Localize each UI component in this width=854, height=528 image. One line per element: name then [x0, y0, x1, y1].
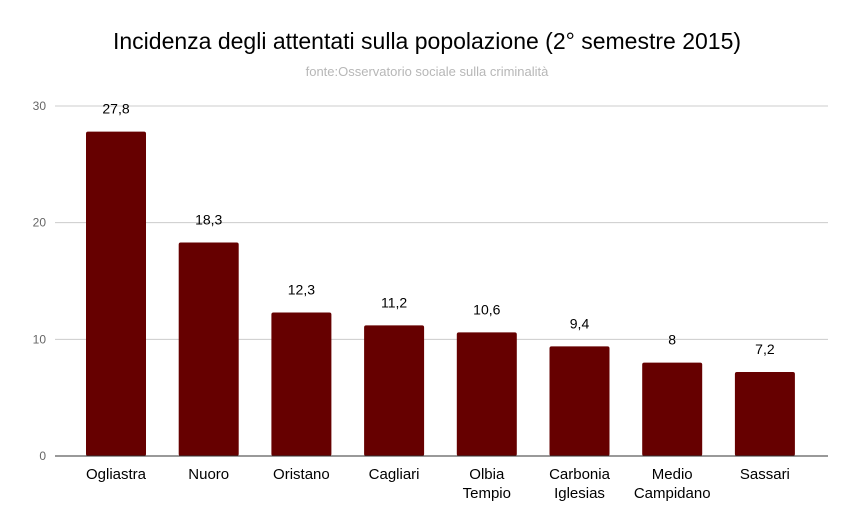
- bar: [271, 312, 332, 456]
- x-tick-label: Nuoro: [188, 466, 229, 483]
- data-label: 12,3: [288, 282, 315, 298]
- y-tick-label: 0: [39, 449, 46, 463]
- y-tick-label: 10: [33, 332, 47, 346]
- x-tick-label: Carbonia: [549, 466, 611, 483]
- data-label: 11,2: [381, 294, 407, 310]
- chart-subtitle: fonte:Osservatorio sociale sulla crimina…: [305, 64, 549, 79]
- bar: [364, 325, 425, 456]
- bar: [734, 372, 795, 456]
- x-tick-label: Oristano: [273, 466, 330, 483]
- data-label: 7,2: [755, 341, 775, 357]
- data-label: 27,8: [102, 101, 129, 117]
- bar: [178, 242, 239, 456]
- x-tick-label: Olbia: [469, 466, 505, 483]
- x-tick-label: Campidano: [634, 485, 711, 502]
- x-tick-label: Tempio: [463, 485, 511, 502]
- bar: [642, 362, 703, 456]
- data-label: 18,3: [195, 212, 222, 228]
- y-tick-label: 20: [33, 216, 47, 230]
- data-label: 10,6: [473, 301, 500, 317]
- bar: [456, 332, 517, 456]
- chart-title: Incidenza degli attentati sulla popolazi…: [112, 28, 742, 54]
- x-tick-label: Cagliari: [369, 466, 420, 483]
- y-tick-label: 30: [33, 99, 47, 113]
- x-tick-label: Iglesias: [554, 485, 605, 502]
- x-tick-label: Medio: [652, 466, 693, 483]
- data-label: 9,4: [570, 315, 590, 331]
- x-tick-label: Sassari: [740, 466, 790, 483]
- data-label: 8: [668, 332, 676, 348]
- bar: [86, 131, 146, 456]
- bar: [549, 346, 610, 456]
- x-tick-label: Ogliastra: [86, 466, 147, 483]
